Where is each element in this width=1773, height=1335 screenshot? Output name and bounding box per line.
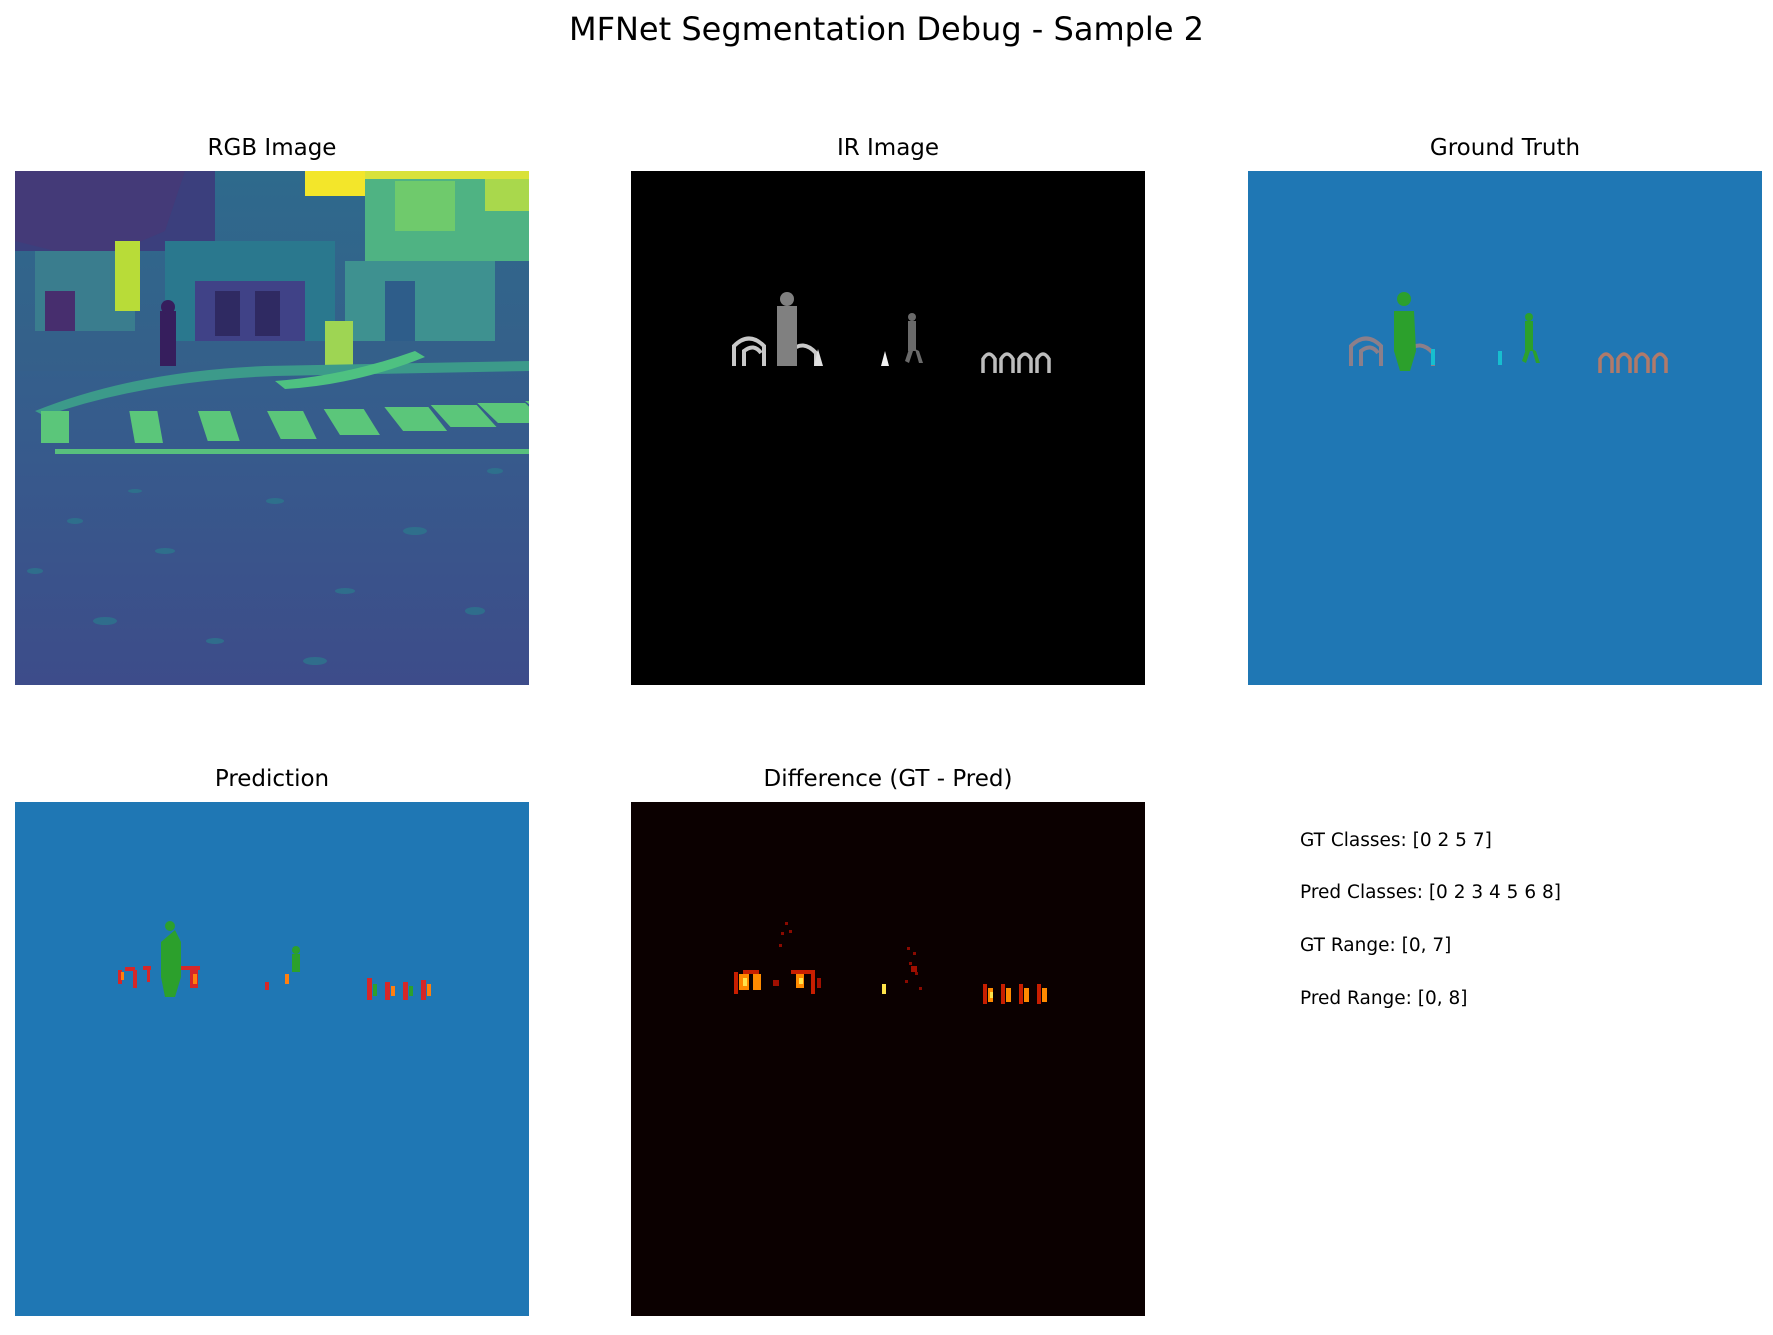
rgb-image-title: RGB Image xyxy=(207,135,337,161)
rgb-image xyxy=(15,171,529,685)
pred-classes-text: Pred Classes: [0 2 3 4 5 6 8] xyxy=(1300,882,1561,903)
difference-title: Difference (GT - Pred) xyxy=(763,766,1013,792)
ground-truth-image xyxy=(1248,171,1762,685)
difference-image xyxy=(631,802,1145,1316)
pred-range-text: Pred Range: [0, 8] xyxy=(1300,988,1468,1009)
gt-range-text: GT Range: [0, 7] xyxy=(1300,935,1452,956)
prediction-title: Prediction xyxy=(214,766,330,792)
ir-image xyxy=(631,171,1145,685)
gt-classes-text: GT Classes: [0 2 5 7] xyxy=(1300,830,1492,851)
ground-truth-title: Ground Truth xyxy=(1429,135,1581,161)
prediction-image xyxy=(15,802,529,1316)
figure-title: MFNet Segmentation Debug - Sample 2 xyxy=(568,10,1205,48)
ir-image-title: IR Image xyxy=(836,135,940,161)
